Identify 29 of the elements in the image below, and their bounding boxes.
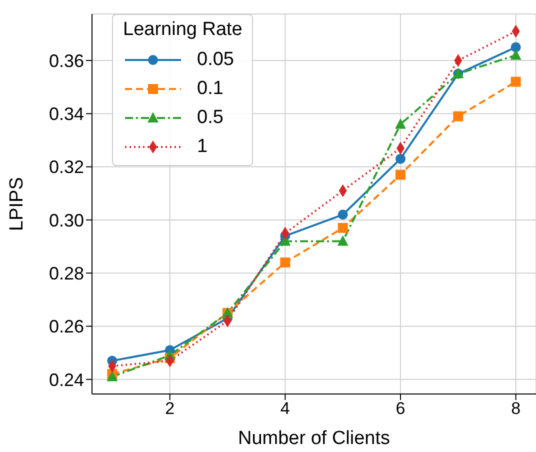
y-tick-label: 0.32 xyxy=(48,157,84,178)
point xyxy=(395,170,406,180)
y-tick-label: 0.26 xyxy=(48,316,84,337)
point xyxy=(394,118,406,129)
point xyxy=(510,49,522,60)
y-tick-label: 0.24 xyxy=(48,370,84,390)
legend-label: 0.05 xyxy=(197,48,234,70)
x-axis-title: Number of Clients xyxy=(238,428,390,449)
x-tick-label: 4 xyxy=(280,399,290,418)
point xyxy=(395,154,406,164)
point xyxy=(280,257,290,268)
y-tick-label: 0.30 xyxy=(48,210,84,230)
x-tick-label: 2 xyxy=(165,399,175,418)
y-tick-label: 0.28 xyxy=(48,263,84,284)
point xyxy=(510,76,521,87)
y-tick-label: 0.34 xyxy=(48,104,84,124)
y-tick-label: 0.36 xyxy=(48,50,84,71)
point xyxy=(510,42,521,52)
x-tick-label: 8 xyxy=(511,399,521,418)
x-tick-label: 6 xyxy=(396,399,406,418)
legend-label: 0.5 xyxy=(197,106,224,128)
legend-label: 1 xyxy=(197,136,208,158)
point xyxy=(337,235,348,246)
point xyxy=(338,210,348,220)
point xyxy=(453,111,464,122)
legend-label: 0.1 xyxy=(197,78,224,100)
y-axis-title: LPIPS xyxy=(6,177,28,231)
legend-title: Learning Rate xyxy=(123,19,242,41)
point xyxy=(338,222,348,233)
